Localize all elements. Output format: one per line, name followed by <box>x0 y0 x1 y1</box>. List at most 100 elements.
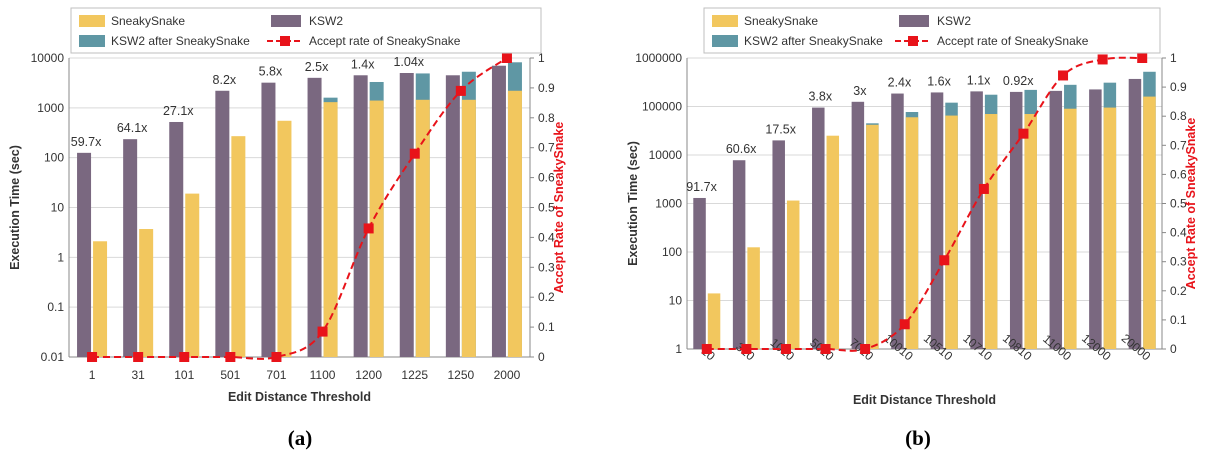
chart-a: 0.01 0.1 1 10 100 1000 10000 0 0.1 0.2 0.3 0.4 0.5 0.… <box>8 7 566 450</box>
y2-tick-label: 0.3 <box>1170 255 1187 269</box>
bar-sneakysnake <box>139 229 154 357</box>
bar-sneakysnake <box>707 293 721 349</box>
y2-tick-label: 0.3 <box>538 260 555 274</box>
x-tick-label: 1250 <box>447 368 474 382</box>
y2-tick-label: 0.9 <box>538 81 555 95</box>
bar-ksw2 <box>732 160 746 349</box>
bar-sneakysnake <box>461 99 476 358</box>
accept-rate-marker <box>133 352 144 362</box>
speedup-label: 1.6x <box>927 74 951 88</box>
bar-ksw2 <box>353 75 368 357</box>
accept-rate-marker <box>780 344 791 354</box>
y2-tick-label: 0.8 <box>538 111 555 125</box>
bar-ksw2 <box>1049 90 1063 349</box>
speedup-label: 0.92x <box>1003 74 1034 88</box>
bar-sneakysnake <box>747 247 760 349</box>
accept-rate-marker <box>978 183 989 194</box>
bar-sneakysnake <box>507 90 522 357</box>
y-tick-label: 10000 <box>31 51 65 65</box>
speedup-label: 1.04x <box>393 55 424 69</box>
y2-tick-label: 0.8 <box>1170 109 1187 123</box>
accept-rate-marker <box>939 255 950 266</box>
y2-tick-label: 0 <box>1170 342 1177 356</box>
y-tick-label: 10 <box>51 201 65 215</box>
legend-marker-accept <box>908 36 918 46</box>
speedup-label: 8.2x <box>213 73 237 87</box>
legend-swatch-ksw2 <box>271 15 301 27</box>
bar-ksw2 <box>970 91 983 349</box>
legend-label-accept: Accept rate of SneakySnake <box>309 34 461 48</box>
bar-ksw2 <box>772 140 785 349</box>
speedup-label: 91.7x <box>686 180 717 194</box>
accept-rate-marker <box>1097 54 1108 65</box>
x-tick-label: 31 <box>131 368 145 382</box>
y-tick-label: 10000 <box>649 148 683 162</box>
legend-swatch-sneakysnake <box>79 15 105 27</box>
accept-rate-marker <box>1058 70 1069 81</box>
y2-tick-label: 0 <box>538 350 545 364</box>
bar-ksw2 <box>851 101 865 349</box>
speedup-label: 2.5x <box>305 60 329 74</box>
y2-tick-label: 0.6 <box>1170 167 1187 181</box>
bar-sneakysnake <box>231 136 246 357</box>
legend-label-ksw2: KSW2 <box>309 14 343 28</box>
speedup-label: 1.4x <box>351 57 375 71</box>
y2-tick-label: 0.7 <box>1170 138 1187 152</box>
y2-tick-label: 0.1 <box>538 320 555 334</box>
y2-tick-label: 0.5 <box>1170 197 1187 211</box>
chart-b: 1 10 100 1000 10000 100000 1000000 0 0.1 0.2 0.3 0.… <box>626 7 1198 450</box>
bar-sneakysnake <box>905 117 919 349</box>
y2-tick-label: 0.2 <box>538 290 555 304</box>
accept-rate-marker <box>899 319 910 330</box>
bar-ksw2 <box>930 92 944 349</box>
accept-rate-marker <box>271 352 282 362</box>
y2-tick-label: 0.1 <box>1170 313 1187 327</box>
bar-sneakysnake <box>786 200 800 349</box>
accept-rate-marker <box>225 352 236 362</box>
bar-ksw2 <box>891 93 904 349</box>
y2-tick-label: 0.4 <box>538 230 555 244</box>
speedup-label: 17.5x <box>765 122 796 136</box>
bar-ksw2 <box>123 139 138 357</box>
legend-label-sneakysnake: SneakySnake <box>111 14 185 28</box>
x-tick-label: 1100 <box>310 368 336 382</box>
bar-sneakysnake <box>415 99 430 358</box>
accept-rate-marker <box>860 344 871 354</box>
bar-ksw2 <box>307 77 322 357</box>
x-tick-label: 1 <box>89 368 96 382</box>
bar-ksw2 <box>77 152 92 357</box>
bar-sneakysnake <box>323 102 338 358</box>
bar-ksw2 <box>491 65 506 357</box>
bar-sneakysnake <box>1103 107 1117 349</box>
speedup-label: 3.8x <box>808 90 832 104</box>
accept-rate-marker <box>701 344 712 354</box>
legend-marker-accept <box>280 36 290 46</box>
bar-ksw2 <box>812 107 825 349</box>
bar-sneakysnake <box>93 241 108 357</box>
bar-ksw2 <box>1009 91 1023 349</box>
speedup-label: 3x <box>853 84 867 98</box>
y-tick-label: 1 <box>57 250 64 264</box>
bar-sneakysnake <box>945 115 958 349</box>
y2-tick-label: 1 <box>538 51 545 65</box>
bar-sneakysnake <box>1064 108 1077 349</box>
legend-label-accept: Accept rate of SneakySnake <box>937 34 1089 48</box>
legend-label-ksw2: KSW2 <box>937 14 971 28</box>
accept-rate-marker <box>820 344 831 354</box>
y2-tick-label: 0.2 <box>1170 284 1187 298</box>
y2-tick-label: 0.9 <box>1170 80 1187 94</box>
legend-label-ksw2-after: KSW2 after SneakySnake <box>744 34 883 48</box>
accept-rate-marker <box>1137 53 1148 63</box>
y2-tick-label: 0.5 <box>538 201 555 215</box>
x-tick-label: 1200 <box>355 368 382 382</box>
speedup-label: 27.1x <box>163 104 194 118</box>
bar-ksw2 <box>1128 78 1142 350</box>
x-axis-title: Edit Distance Threshold <box>853 393 996 407</box>
bar-sneakysnake <box>826 135 840 349</box>
bar-sneakysnake <box>1024 114 1037 349</box>
bar-sneakysnake <box>984 114 998 349</box>
y2-axis-title: Accept Rate of SneakySnake <box>552 122 566 294</box>
legend-box <box>70 7 542 54</box>
y2-tick-label: 0.4 <box>1170 226 1187 240</box>
bar-ksw2 <box>215 90 230 357</box>
